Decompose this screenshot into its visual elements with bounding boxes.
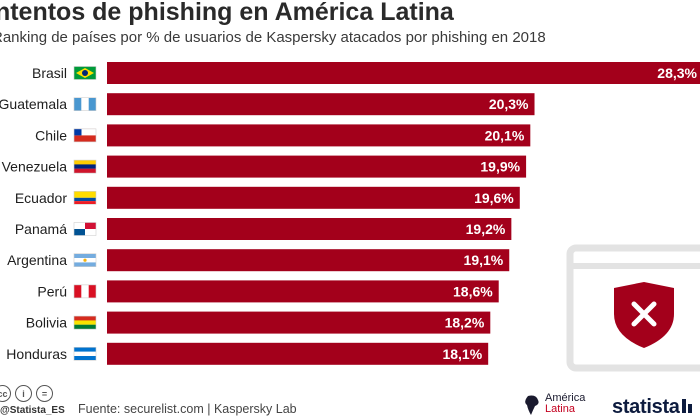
bar-row-8: 18,2% Bolivia [26, 311, 491, 334]
bar-row-2: 20,1% Chile [35, 124, 531, 147]
category-label-4: Ecuador [15, 190, 67, 206]
guatemala-flag-icon [73, 97, 97, 111]
bar-row-7: 18,6% Perú [37, 280, 499, 303]
bar-value-label-5: 19,2% [466, 221, 506, 237]
category-label-5: Panamá [15, 221, 67, 237]
venezuela-flag-icon [73, 159, 97, 174]
bar-2 [107, 124, 531, 147]
category-label-2: Chile [35, 127, 67, 143]
category-label-8: Bolivia [26, 315, 67, 331]
bar-value-label-2: 20,1% [485, 127, 525, 143]
bar-row-3: 19,9% Venezuela [2, 155, 527, 178]
bar-row-6: 19,1% Argentina [7, 249, 510, 272]
chart-title: Intentos de phishing en América Latina [0, 0, 454, 26]
category-label-6: Argentina [7, 252, 67, 268]
creative-commons-icon: cc [0, 385, 11, 402]
bar-row-9: 18,1% Honduras [6, 342, 489, 365]
license-icons: cc i = [0, 385, 53, 403]
peru-flag-icon [73, 284, 97, 299]
attribution-icon: i [15, 385, 32, 402]
bar-value-label-4: 19,6% [474, 190, 514, 206]
bar-6 [107, 249, 510, 272]
bar-row-1: 20,3% Guatemala [0, 93, 535, 116]
bar-8 [107, 311, 491, 334]
bar-row-5: 19,2% Panamá [15, 218, 512, 240]
chart-subtitle: Ranking de países por % de usuarios de K… [0, 29, 546, 46]
category-label-9: Honduras [6, 346, 67, 362]
partner-logo-text: América Latina [545, 393, 585, 415]
brazil-flag-icon [73, 66, 97, 80]
source-note: Fuente: securelist.com | Kaspersky Lab [78, 402, 297, 416]
bar-0 [107, 62, 700, 84]
partner-text-line2: Latina [545, 403, 575, 415]
honduras-flag-icon [73, 346, 97, 361]
phishing-warning-window-icon [566, 244, 700, 372]
category-label-7: Perú [37, 283, 67, 299]
statista-handle[interactable]: @Statista_ES [0, 405, 65, 416]
bar-value-label-7: 18,6% [453, 283, 493, 299]
category-label-1: Guatemala [0, 96, 67, 112]
america-latina-logo-icon [525, 395, 539, 415]
statista-brand-text: statista [612, 396, 680, 418]
no-derivatives-icon: = [36, 385, 53, 402]
panama-flag-icon [73, 222, 97, 236]
category-label-0: Brasil [32, 65, 67, 81]
ecuador-flag-icon [73, 191, 97, 205]
bar-1 [107, 93, 535, 116]
bar-chart: 28,3% Brasil 20,3% Guatemala 20,1% Chile 19,9%… [0, 62, 700, 365]
argentina-flag-icon [73, 253, 97, 267]
bar-value-label-6: 19,1% [464, 252, 504, 268]
bar-value-label-3: 19,9% [480, 159, 520, 175]
bar-row-4: 19,6% Ecuador [15, 186, 520, 209]
bar-3 [107, 155, 527, 178]
bar-5 [107, 218, 512, 240]
bar-value-label-9: 18,1% [442, 346, 482, 362]
bar-value-label-0: 28,3% [657, 65, 697, 81]
bar-value-label-8: 18,2% [445, 315, 485, 331]
bar-row-0: 28,3% Brasil [32, 62, 700, 84]
chile-flag-icon [73, 128, 97, 143]
bar-9 [107, 342, 489, 365]
bar-4 [107, 186, 520, 209]
bar-value-label-1: 20,3% [489, 96, 529, 112]
bar-7 [107, 280, 499, 303]
category-label-3: Venezuela [2, 159, 68, 175]
bolivia-flag-icon [73, 315, 97, 330]
partner-text-line1: América [545, 392, 586, 404]
statista-logo[interactable]: statista [612, 396, 692, 419]
